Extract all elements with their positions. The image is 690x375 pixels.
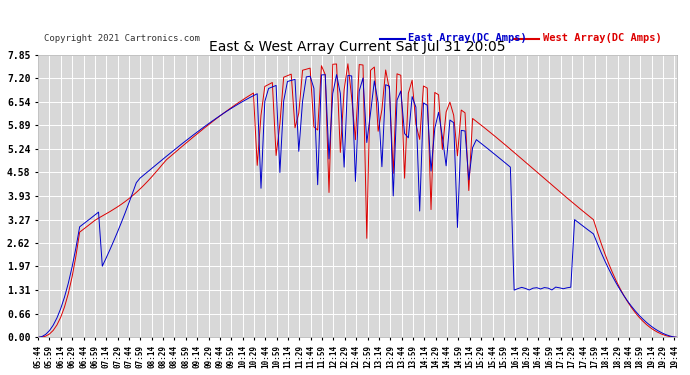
Text: East Array(DC Amps): East Array(DC Amps) (408, 33, 527, 44)
Title: East & West Array Current Sat Jul 31 20:05: East & West Array Current Sat Jul 31 20:… (209, 40, 506, 54)
Text: West Array(DC Amps): West Array(DC Amps) (542, 33, 661, 44)
Text: Copyright 2021 Cartronics.com: Copyright 2021 Cartronics.com (44, 34, 200, 44)
